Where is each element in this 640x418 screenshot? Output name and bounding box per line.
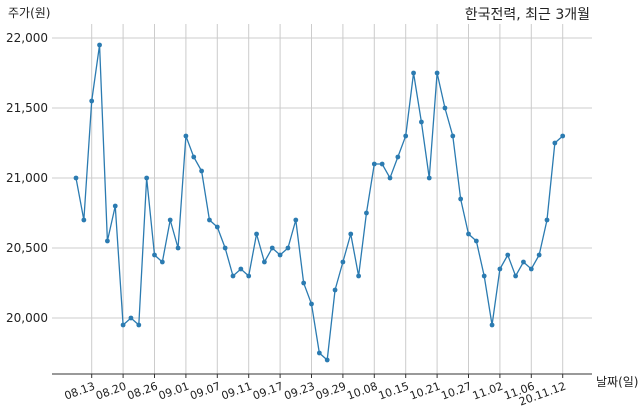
x-tick-label: 09.29 — [314, 380, 348, 403]
data-point — [112, 203, 118, 209]
data-point — [238, 266, 244, 272]
x-tick-label: 09.17 — [251, 380, 285, 403]
data-point — [387, 175, 393, 181]
data-point — [411, 70, 416, 76]
data-point — [97, 42, 102, 48]
data-point — [521, 259, 526, 265]
data-point — [316, 350, 322, 356]
y-tick-label: 21,000 — [6, 171, 48, 185]
y-tick-label: 20,000 — [6, 311, 48, 325]
data-point — [528, 266, 534, 272]
data-point — [426, 175, 432, 181]
data-point — [183, 133, 189, 139]
data-point — [458, 196, 464, 202]
data-point — [395, 154, 401, 160]
data-point — [89, 98, 95, 104]
x-tick-label: 10.15 — [377, 380, 411, 403]
data-point — [175, 245, 181, 251]
data-point — [371, 161, 377, 167]
x-tick-label: 09.07 — [188, 380, 222, 403]
x-tick-label: 11.02 — [471, 380, 505, 403]
data-point — [293, 217, 299, 223]
data-point — [544, 217, 550, 223]
data-point — [152, 252, 157, 258]
data-point — [105, 238, 110, 244]
data-point — [536, 252, 542, 258]
data-point — [403, 133, 409, 139]
data-point — [364, 210, 369, 216]
data-point — [199, 168, 205, 174]
data-point — [159, 259, 165, 265]
x-tick-label: 10.08 — [345, 380, 379, 403]
data-point — [128, 315, 134, 321]
x-tick-label: 09.23 — [282, 380, 316, 403]
data-point — [356, 273, 361, 279]
data-point — [379, 161, 385, 167]
data-point — [419, 119, 424, 125]
x-tick-label: 08.13 — [63, 380, 97, 403]
data-point — [73, 175, 79, 181]
data-point — [81, 217, 87, 223]
y-ticks: 20,000 20,500 21,000 21,500 22,000 — [6, 31, 48, 325]
data-point — [466, 231, 471, 237]
x-tick-label: 09.11 — [220, 380, 254, 403]
data-point — [136, 322, 142, 328]
x-tick-label: 10.27 — [439, 380, 473, 403]
y-tick-label: 20,500 — [6, 241, 48, 255]
y-axis-label: 주가(원) — [8, 6, 50, 20]
data-point — [167, 217, 173, 223]
series-line — [75, 44, 564, 362]
data-point — [505, 252, 511, 258]
data-point — [207, 217, 212, 223]
data-point — [489, 322, 495, 328]
data-point — [277, 252, 283, 258]
y-tick-label: 22,000 — [6, 31, 48, 45]
x-tick-label: 08.26 — [125, 380, 159, 403]
data-point — [191, 154, 197, 160]
data-point — [285, 245, 291, 251]
data-point — [230, 273, 236, 279]
data-point — [301, 280, 307, 286]
data-point — [254, 231, 259, 237]
data-point — [560, 133, 566, 139]
x-axis-label: 날짜(일) — [596, 375, 638, 389]
x-tick-label: 10.21 — [408, 380, 442, 403]
data-point — [434, 70, 440, 76]
data-point — [348, 231, 354, 237]
data-point — [450, 133, 456, 139]
x-tick-label: 08.20 — [94, 380, 128, 403]
data-point — [340, 259, 346, 265]
data-point — [309, 301, 314, 307]
data-point — [481, 273, 487, 279]
data-point — [442, 105, 448, 111]
data-point — [246, 273, 252, 279]
x-ticks: 08.1308.2008.2609.0109.0709.1109.1709.23… — [63, 374, 568, 409]
y-tick-label: 21,500 — [6, 101, 48, 115]
data-point — [513, 273, 518, 279]
data-point — [473, 238, 479, 244]
data-point — [222, 245, 228, 251]
x-tick-label: 09.01 — [157, 380, 191, 403]
data-point — [269, 245, 275, 251]
data-point — [214, 224, 220, 230]
data-point — [497, 266, 503, 272]
data-point — [262, 259, 267, 265]
grid — [52, 24, 592, 374]
data-point — [332, 287, 338, 293]
data-points — [73, 42, 566, 363]
data-point — [144, 175, 150, 181]
data-point — [552, 140, 558, 146]
chart-title: 한국전력, 최근 3개월 — [465, 7, 590, 23]
data-point — [324, 357, 330, 363]
data-point — [120, 322, 126, 328]
